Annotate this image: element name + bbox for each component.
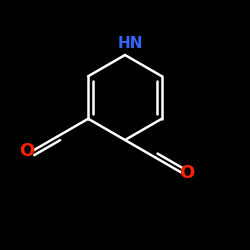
Text: O: O <box>19 142 34 160</box>
Text: HN: HN <box>117 36 143 51</box>
Text: O: O <box>179 164 194 182</box>
